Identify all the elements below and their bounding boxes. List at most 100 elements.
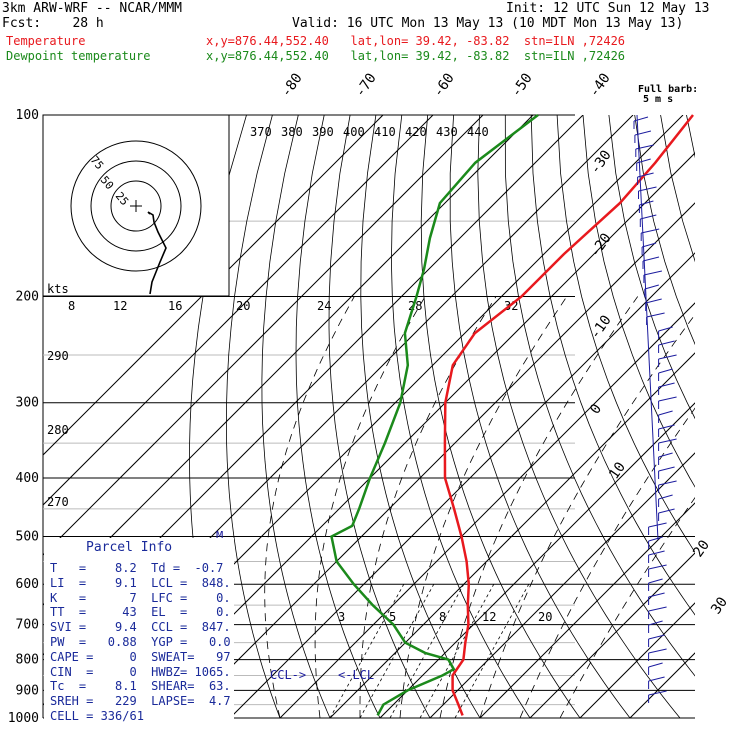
mixing-ratio-label: 8 bbox=[439, 610, 446, 624]
wind-barb bbox=[634, 130, 652, 136]
dry-adiabat-line bbox=[634, 115, 695, 346]
mixing-ratio-line bbox=[329, 584, 405, 718]
wind-key-units: 5 m s bbox=[643, 94, 673, 105]
wind-key-label: Full barb: bbox=[638, 84, 698, 95]
isotherm-line bbox=[579, 602, 695, 718]
theta-label: 430 bbox=[436, 125, 458, 139]
wind-barb bbox=[658, 368, 673, 374]
valid-time: Valid: 16 UTC Mon 13 May 13 (10 MDT Mon … bbox=[292, 16, 684, 31]
isotherm-line bbox=[43, 115, 534, 606]
theta-label: 380 bbox=[281, 125, 303, 139]
wind-barb bbox=[658, 410, 673, 416]
wind-barb bbox=[658, 354, 677, 360]
dry-adiabat-line bbox=[660, 115, 695, 263]
wind-barb bbox=[658, 396, 677, 402]
wind-barb bbox=[637, 172, 654, 178]
wind-barb bbox=[648, 536, 663, 542]
isobar-label: 900 bbox=[16, 683, 39, 698]
wind-barb bbox=[636, 158, 651, 164]
wind-barb bbox=[646, 312, 665, 318]
dry-adiabat-line bbox=[712, 115, 740, 718]
dry-adiabat-line bbox=[295, 115, 381, 718]
wind-barb bbox=[644, 284, 659, 290]
dry-adiabat-line bbox=[261, 115, 331, 718]
isotherm-label: -70 bbox=[352, 70, 380, 100]
hodograph-ring bbox=[70, 140, 202, 272]
mixing-ratio-line bbox=[389, 584, 465, 718]
theta-label: 400 bbox=[343, 125, 365, 139]
thetaw-label: 270 bbox=[47, 495, 69, 509]
moist-adiabat-line bbox=[519, 407, 695, 718]
isotherm-label: -80 bbox=[278, 70, 306, 100]
mixing-ratio-line bbox=[419, 584, 495, 718]
ccl-label: CCL-> bbox=[270, 668, 306, 682]
speed-tick-label: 16 bbox=[168, 299, 182, 313]
isotherm-line bbox=[379, 402, 695, 718]
isotherm-line bbox=[329, 352, 695, 718]
parcel-row: PW = 0.88 YGP = 0.0 bbox=[50, 635, 231, 649]
wind-barb bbox=[658, 326, 673, 332]
dry-adiabat-line bbox=[477, 115, 681, 718]
mixing-ratio-label: 12 bbox=[482, 610, 496, 624]
isotherm-line bbox=[43, 115, 484, 556]
dry-adiabat-line bbox=[530, 115, 695, 616]
isotherm-group bbox=[43, 115, 740, 718]
wind-barb bbox=[658, 508, 675, 514]
mixing-ratio-label: 5 bbox=[389, 610, 396, 624]
isotherm-line bbox=[429, 452, 695, 718]
isobar-label: 100 bbox=[16, 108, 39, 123]
wind-barb bbox=[648, 690, 667, 696]
parcel-row: CAPE = 0 SWEAT= 97 bbox=[50, 649, 231, 664]
wind-barb bbox=[639, 200, 654, 206]
dry-adiabat-line bbox=[556, 115, 695, 553]
isobar-label: 700 bbox=[16, 618, 39, 633]
isotherm-line bbox=[43, 115, 434, 506]
isotherm-label: 20 bbox=[690, 537, 713, 560]
wind-barb bbox=[658, 424, 675, 430]
isotherm-line bbox=[43, 115, 384, 456]
wind-barb bbox=[638, 186, 657, 192]
parcel-marker-label: M bbox=[216, 529, 223, 543]
parcel-row: K = 7 LFC = 0. bbox=[50, 590, 231, 605]
wind-barb bbox=[658, 340, 675, 346]
init-time: Init: 12 UTC Sun 12 May 13 bbox=[506, 1, 710, 16]
speed-tick-label: 12 bbox=[113, 299, 127, 313]
isobar-label: 400 bbox=[16, 471, 39, 486]
wind-profile-axis bbox=[636, 114, 659, 541]
dewpoint-legend: Dewpoint temperature bbox=[6, 49, 151, 63]
isotherm-label: -40 bbox=[586, 70, 614, 100]
wind-barb bbox=[641, 242, 657, 248]
temperature-location: x,y=876.44,552.40 lat,lon= 39.42, -83.82… bbox=[206, 34, 626, 48]
wind-barb bbox=[658, 480, 677, 486]
dry-adiabat-line bbox=[608, 115, 695, 420]
isotherm-label: 30 bbox=[708, 594, 731, 617]
parcel-row: SREH = 229 LAPSE= 4.7 bbox=[50, 694, 231, 709]
wind-barb bbox=[641, 228, 660, 234]
wind-barb bbox=[642, 256, 660, 262]
wind-barb bbox=[648, 550, 665, 556]
theta-label: 420 bbox=[405, 125, 427, 139]
wind-barb bbox=[658, 452, 673, 458]
moist-adiabat-line bbox=[559, 496, 695, 718]
wind-barb bbox=[648, 662, 663, 668]
wind-barb bbox=[640, 214, 657, 220]
hodograph-ring bbox=[110, 180, 162, 232]
wind-barb bbox=[648, 606, 667, 612]
wind-barb bbox=[648, 648, 667, 654]
forecast-hour: Fcst: 28 h bbox=[2, 16, 104, 31]
lcl-label: <-LCL bbox=[338, 668, 374, 682]
isobar-label: 800 bbox=[16, 653, 39, 668]
temperature-legend: Temperature bbox=[6, 34, 86, 48]
wind-barb bbox=[658, 466, 675, 472]
moist-adiabat-line bbox=[479, 314, 695, 718]
theta-label: 410 bbox=[374, 125, 396, 139]
parcel-row: CIN = 0 HWBZ= 1065. bbox=[50, 664, 231, 679]
wind-barb bbox=[658, 438, 677, 444]
speed-tick-label: 8 bbox=[68, 299, 75, 313]
wind-barb bbox=[648, 578, 663, 584]
wind-barb bbox=[648, 522, 667, 528]
isotherm-label: 0 bbox=[587, 401, 605, 417]
model-title: 3km ARW-WRF -- NCAR/MMM bbox=[2, 1, 183, 16]
